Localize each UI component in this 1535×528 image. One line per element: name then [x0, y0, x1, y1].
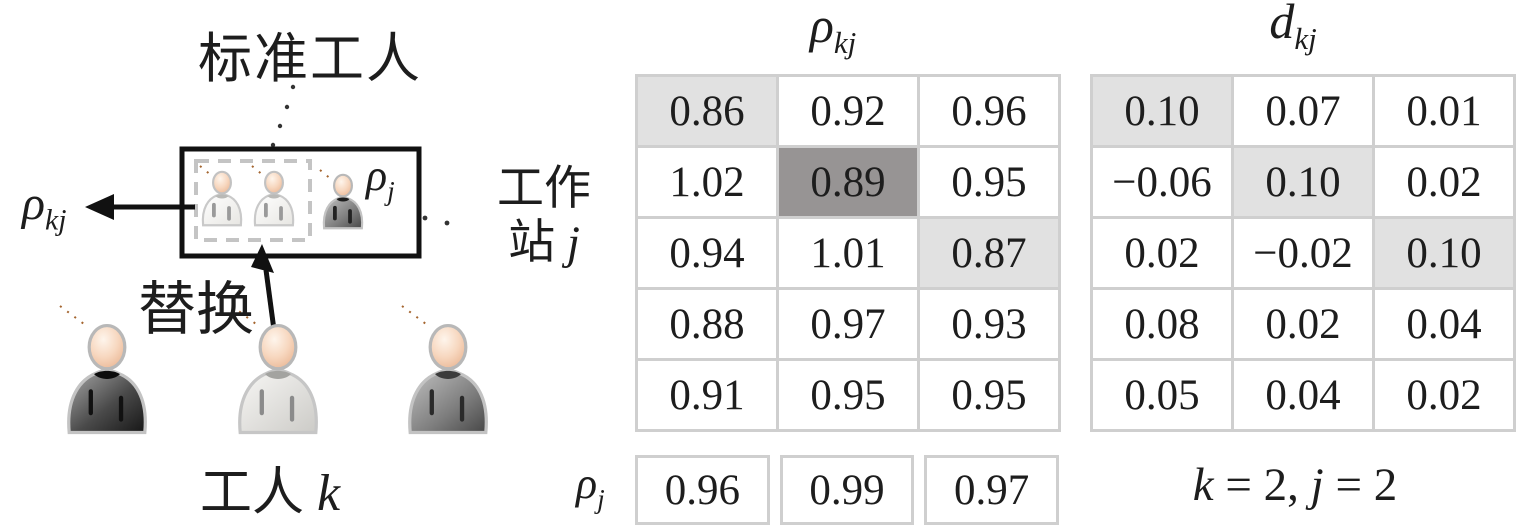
matrix-cell-r3c2: 0.93: [917, 287, 1061, 361]
matrix-cell-r0c2: 0.01: [1372, 74, 1516, 148]
rho-j-row-label: ρj: [576, 458, 605, 512]
rho-kj-sub: kj: [45, 203, 67, 237]
rho-kj-label: ρkj: [22, 176, 67, 235]
matrix-cell-r0c2: 0.96: [917, 74, 1061, 148]
matrix-cell-r2c1: −0.02: [1231, 216, 1375, 290]
rho-j-row-base: ρ: [576, 459, 598, 508]
k-j-caption: k = 2, j = 2: [1130, 458, 1460, 512]
worker-diagram: [59, 84, 488, 435]
workstation-var: j: [566, 217, 580, 269]
workstation-box: [179, 146, 422, 259]
rho-j-row-sub: j: [597, 483, 605, 514]
rho-kj-table-header: ρkj: [768, 0, 898, 58]
ghost-worker-icon: [201, 170, 243, 227]
worker-k-var: k: [317, 465, 341, 522]
matrix-cell-r4c1: 0.04: [1231, 358, 1375, 432]
matrix-cell-r4c1: 0.95: [776, 358, 920, 432]
worker-k-text: 工人: [200, 465, 318, 522]
matrix-cell-r2c2: 0.10: [1372, 216, 1516, 290]
matrix-cell-r3c0: 0.88: [635, 287, 779, 361]
matrix-cell-r1c2: 0.02: [1372, 145, 1516, 219]
matrix-cell-r1c0: −0.06: [1090, 145, 1234, 219]
matrix-cell-r0c1: 0.92: [776, 74, 920, 148]
d-kj-table: 0.10 0.07 0.01 −0.06 0.10 0.02 0.02 −0.02 0.10 0.…: [1090, 74, 1516, 432]
matrix-cell-r4c2: 0.02: [1372, 358, 1516, 432]
matrix-cell-r3c1: 0.97: [776, 287, 920, 361]
standard-worker-icon: [322, 173, 364, 230]
replace-arrow: [251, 244, 277, 331]
caption-k-var: k: [1192, 459, 1214, 511]
matrix-cell-r1c1: 0.89: [776, 145, 920, 219]
matrix-cell-r0c0: 0.86: [635, 74, 779, 148]
workstation-line1: 工作: [497, 163, 591, 215]
matrix-cell-r4c0: 0.91: [635, 358, 779, 432]
rho-kj-arrow: [85, 194, 195, 220]
rho-j-sub: j: [387, 175, 395, 206]
rho-kj-table: 0.86 0.92 0.96 1.02 0.89 0.95 0.94 1.01 0.87 0.88…: [635, 74, 1061, 432]
matrix-cell-r4c2: 0.95: [917, 358, 1061, 432]
matrix-cell-r3c0: 0.08: [1090, 287, 1234, 361]
rho-j-base: ρ: [366, 151, 388, 200]
rho-j-cell-1: 0.99: [779, 455, 915, 525]
caption-text1: = 2,: [1213, 459, 1311, 511]
ghost-worker-icon: [253, 170, 295, 227]
matrix-cell-r2c1: 1.01: [776, 216, 920, 290]
dotted-trail-right: [422, 215, 450, 226]
matrix-cell-r4c0: 0.05: [1090, 358, 1234, 432]
d-header-sub: kj: [1294, 21, 1317, 56]
d-header-base: d: [1269, 0, 1295, 49]
worker-k-label: 工人 k: [200, 450, 340, 525]
matrix-cell-r3c1: 0.02: [1231, 287, 1375, 361]
dotted-trail-top: [270, 84, 296, 148]
matrix-cell-r0c1: 0.07: [1231, 74, 1375, 148]
workstation-j-label: 工作 站 j: [486, 162, 602, 270]
rho-header-base: ρ: [809, 0, 834, 53]
replace-label: 替换: [138, 277, 255, 342]
caption-text2: = 2: [1323, 459, 1398, 511]
matrix-cell-r1c0: 1.02: [635, 145, 779, 219]
workstation-line2: 站: [508, 217, 567, 269]
rho-header-sub: kj: [833, 25, 857, 60]
dashed-slot-box: [194, 159, 312, 242]
matrix-cell-r3c2: 0.04: [1372, 287, 1516, 361]
rho-j-box-label: ρj: [366, 150, 395, 204]
worker-icon-dark: [67, 323, 147, 435]
d-kj-table-header: dkj: [1228, 0, 1358, 54]
matrix-cell-r2c0: 0.94: [635, 216, 779, 290]
matrix-cell-r1c1: 0.10: [1231, 145, 1375, 219]
rho-j-row: 0.96 0.99 0.97: [635, 455, 1060, 525]
matrix-cell-r1c2: 0.95: [917, 145, 1061, 219]
standard-worker-label: 标准工人: [198, 29, 422, 89]
matrix-cell-r2c2: 0.87: [917, 216, 1061, 290]
worker-icon-mid: [408, 323, 488, 435]
matrix-cell-r0c0: 0.10: [1090, 74, 1234, 148]
matrix-cell-r2c0: 0.02: [1090, 216, 1234, 290]
caption-j-var: j: [1310, 459, 1324, 511]
rho-kj-base: ρ: [22, 177, 46, 230]
rho-j-cell-2: 0.97: [924, 455, 1060, 525]
rho-j-cell-0: 0.96: [635, 455, 770, 525]
